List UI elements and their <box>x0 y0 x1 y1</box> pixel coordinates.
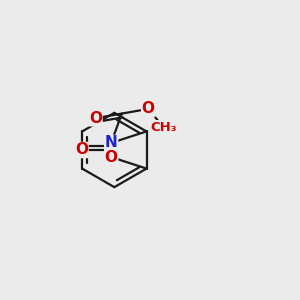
Text: O: O <box>142 101 155 116</box>
Text: O: O <box>89 111 102 126</box>
Text: O: O <box>105 150 118 165</box>
Text: N: N <box>105 135 118 150</box>
Text: CH₃: CH₃ <box>150 121 177 134</box>
Text: O: O <box>75 142 88 158</box>
